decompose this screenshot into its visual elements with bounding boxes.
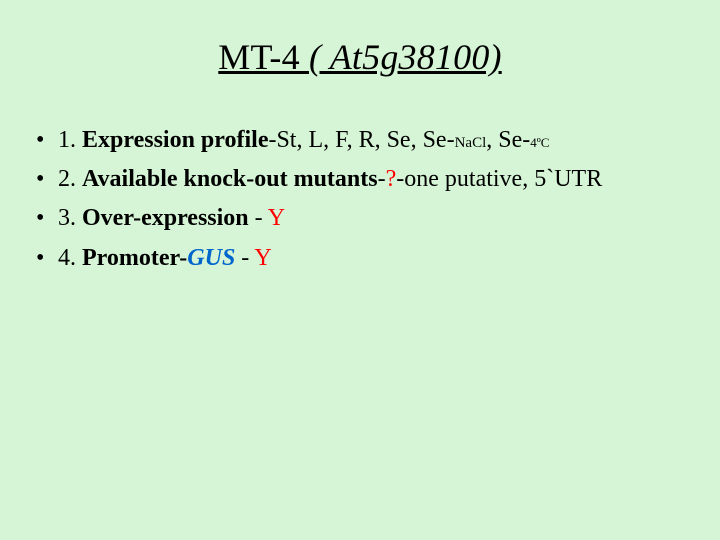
se-4c-sub: 4ºC [530, 135, 549, 150]
yes-marker: Y [268, 205, 285, 231]
item-number: 2. [58, 166, 82, 192]
item-number: 1. [58, 127, 82, 153]
title-gene-id: ( At5g38100) [309, 37, 502, 77]
list-item: 1. Expression profile-St, L, F, R, Se, S… [36, 122, 684, 159]
item-number: 3. [58, 205, 82, 231]
dash: - [378, 166, 386, 192]
dash: - [235, 245, 254, 271]
item-label: Expression profile [82, 127, 268, 153]
list-item: 3. Over-expression - Y [36, 200, 684, 237]
item-text: -St, L, F, R, Se, [268, 127, 422, 153]
se-4c-prefix: Se- [498, 127, 530, 153]
se-nacl-prefix: Se- [423, 127, 455, 153]
list-item: 2. Available knock-out mutants-?-one put… [36, 161, 684, 198]
list-item: 4. Promoter-GUS - Y [36, 240, 684, 277]
dash: - [249, 205, 268, 231]
item-label: Over-expression [82, 205, 249, 231]
se-nacl-sub: NaCl [455, 135, 487, 151]
item-label: Available knock-out mutants [82, 166, 378, 192]
question-mark: ? [386, 166, 397, 192]
slide: MT-4 ( At5g38100) 1. Expression profile-… [0, 0, 720, 540]
item-text: -one putative, 5`UTR [396, 166, 602, 192]
bullet-list: 1. Expression profile-St, L, F, R, Se, S… [30, 122, 690, 277]
title-main: MT-4 [218, 37, 309, 77]
separator: , [486, 127, 498, 153]
gus-label: GUS [187, 245, 235, 271]
slide-title: MT-4 ( At5g38100) [30, 36, 690, 78]
item-number: 4. [58, 245, 82, 271]
yes-marker: Y [254, 245, 271, 271]
item-label: Promoter [82, 245, 179, 271]
